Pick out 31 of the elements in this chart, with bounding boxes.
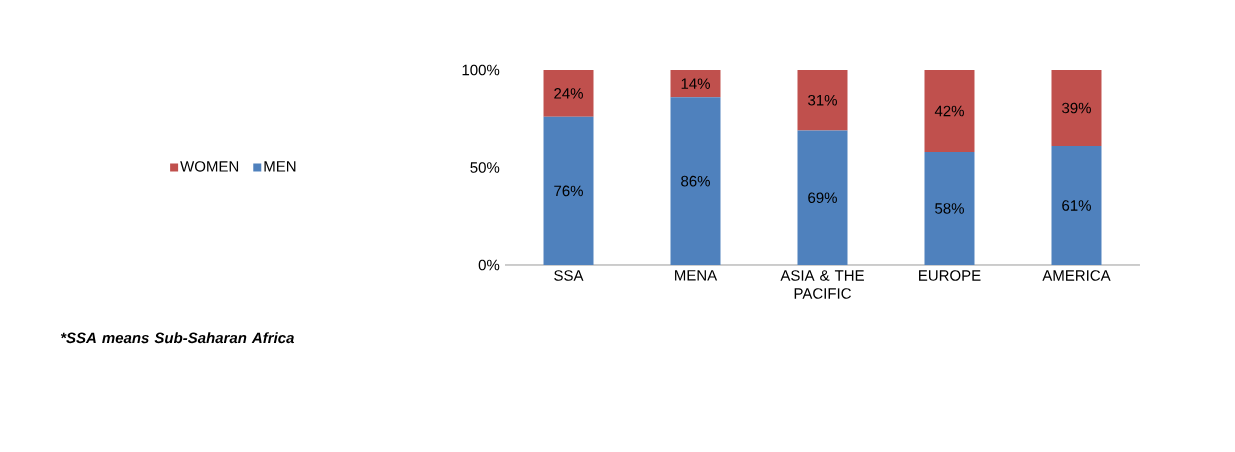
data-label: 39% bbox=[1062, 102, 1091, 114]
x-tick-label: MENA bbox=[675, 270, 718, 281]
text: *SSA means Sub-Saharan Africa bbox=[60, 332, 294, 344]
bar bbox=[924, 151, 975, 265]
y-tick-label: 100% bbox=[462, 64, 500, 76]
data-label: 42% bbox=[934, 105, 964, 117]
data-label: 14% bbox=[681, 78, 710, 89]
bar bbox=[543, 116, 594, 265]
legend-label: MEN bbox=[264, 161, 296, 172]
data-label: 86% bbox=[681, 175, 710, 187]
x-tick-label: AMERICA bbox=[1042, 270, 1111, 281]
data-label: 24% bbox=[554, 88, 583, 99]
x-tick-label: SSA bbox=[554, 270, 584, 281]
y-tick-label: 50% bbox=[470, 162, 500, 173]
bar bbox=[797, 69, 848, 131]
data-label: 58% bbox=[935, 203, 964, 214]
x-tick-label: ASIA & THE PACIFIC bbox=[780, 270, 864, 299]
data-label: 76% bbox=[554, 185, 583, 197]
bar bbox=[797, 130, 848, 265]
bar bbox=[924, 69, 975, 152]
bar bbox=[543, 69, 594, 117]
bar bbox=[1051, 146, 1102, 265]
data-label: 31% bbox=[808, 94, 837, 106]
y-tick-label: 0% bbox=[478, 259, 500, 271]
legend-label: WOMEN bbox=[180, 161, 239, 172]
data-label: 61% bbox=[1062, 200, 1091, 211]
data-label: 69% bbox=[808, 192, 837, 204]
bar bbox=[1051, 69, 1102, 147]
bar bbox=[670, 97, 721, 265]
x-tick-label: EUROPE bbox=[919, 270, 981, 281]
bar bbox=[670, 69, 721, 98]
